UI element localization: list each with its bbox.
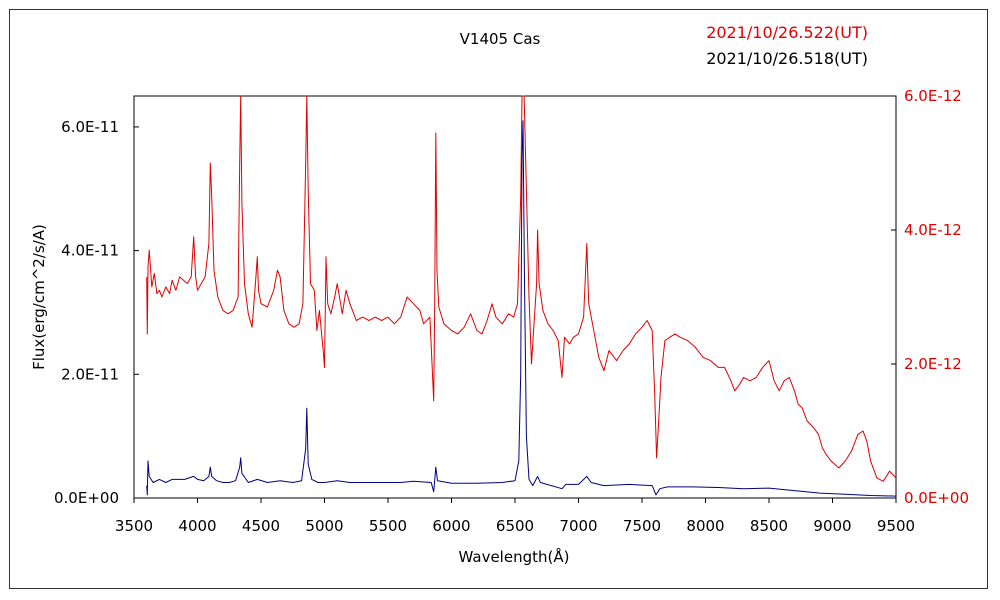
chart-title: V1405 Cas: [460, 30, 541, 48]
x-tick-label: 7000: [559, 517, 597, 535]
y-axis-left: 0.0E+00 2.0E-11 4.0E-11 6.0E-11: [54, 118, 139, 507]
legend-red-date: 2021/10/26.522(UT): [706, 23, 868, 42]
plot-area: [133, 95, 897, 499]
series-layer: [146, 95, 896, 497]
legend-blue-date: 2021/10/26.518(UT): [706, 49, 868, 68]
x-tick-label: 5000: [305, 517, 343, 535]
y-right-tick-label: 2.0E-12: [904, 355, 962, 373]
y-axis-right: 0.0E+00 2.0E-12 4.0E-12 6.0E-12: [891, 87, 969, 507]
y-axis-label: Flux(erg/cm^2/s/A): [30, 224, 48, 370]
chart-frame: [9, 9, 988, 589]
x-tick-label: 5500: [369, 517, 407, 535]
x-axis-label: Wavelength(Å): [459, 547, 570, 566]
x-axis: 3500 4000 4500 5000 5500 6000 6500 7000 7500 8000…: [115, 498, 915, 535]
y-left-tick-label: 0.0E+00: [54, 489, 119, 507]
x-tick-label: 7500: [623, 517, 661, 535]
y-left-tick-label: 4.0E-11: [61, 242, 119, 260]
y-left-tick-label: 2.0E-11: [61, 365, 119, 383]
red-spectrum-line: [146, 95, 896, 482]
x-tick-label: 4000: [178, 517, 216, 535]
x-tick-label: 6500: [496, 517, 534, 535]
x-tick-label: 4500: [242, 517, 280, 535]
blue-spectrum-line: [146, 120, 896, 497]
x-tick-label: 8000: [686, 517, 724, 535]
y-right-tick-label: 6.0E-12: [904, 87, 962, 105]
y-left-tick-label: 6.0E-11: [61, 118, 119, 136]
y-right-tick-label: 4.0E-12: [904, 221, 962, 239]
y-right-tick-label: 0.0E+00: [904, 489, 969, 507]
x-tick-label: 8500: [750, 517, 788, 535]
x-tick-label: 9500: [877, 517, 915, 535]
x-tick-label: 3500: [115, 517, 153, 535]
x-tick-label: 9000: [813, 517, 851, 535]
x-tick-label: 6000: [432, 517, 470, 535]
